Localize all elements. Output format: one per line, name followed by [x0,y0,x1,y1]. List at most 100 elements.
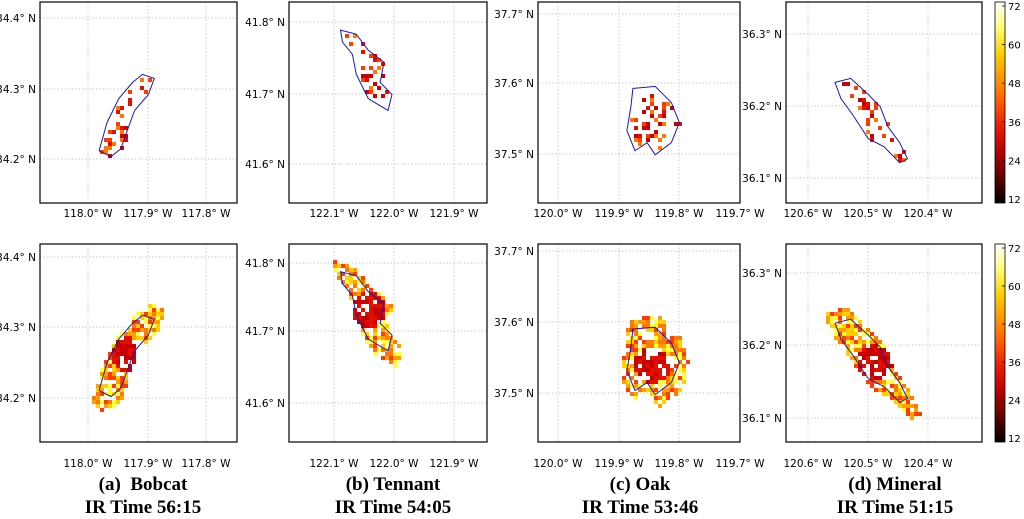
fire-pixel [650,134,654,138]
fire-pixel [826,320,830,324]
y-tick-label: 34.2° N [0,154,36,166]
fire-pixel [682,376,686,380]
fire-pixel [377,304,381,308]
fire-pixel [140,336,144,340]
fire-pixel [361,66,365,70]
fire-pixel [898,396,902,400]
fire-pixel [874,340,878,344]
fire-pixel [666,340,670,344]
fire-pixel [854,340,858,344]
fire-pixel [890,138,894,142]
fire-pixel [369,86,373,90]
y-tick-label: 36.1° N [742,413,782,425]
fire-pixel [369,90,373,94]
y-tick-label: 37.6° N [494,317,534,329]
fire-perimeter [98,314,155,398]
fire-pixel [662,122,666,126]
fire-pixel [662,348,666,352]
fire-pixel [870,336,874,340]
fire-pixel [369,340,373,344]
fire-pixel [658,340,662,344]
fire-pixel [846,332,850,336]
fire-pixel [830,316,834,320]
fire-pixel [870,380,874,384]
fire-pixel [870,368,874,372]
fire-pixel [357,304,361,308]
fire-pixel [160,312,164,316]
x-tick-label: 120.4° W [903,208,953,220]
fire-pixel [870,372,874,376]
fire-pixel [862,372,866,376]
fire-pixel [357,296,361,300]
fire-pixel [642,368,646,372]
fire-pixel [108,392,112,396]
fire-pixel [642,122,646,126]
fire-pixel [646,344,650,348]
axes-frame [785,1,983,204]
x-tick-label: 119.9° W [594,208,644,220]
fire-pixel [393,364,397,368]
fire-pixel [337,272,341,276]
fire-pixel [361,320,365,324]
fire-pixel [906,404,910,408]
fire-pixel [353,316,357,320]
fire-pixel [124,348,128,352]
fire-pixel [630,340,634,344]
fire-pixel [858,324,862,328]
fire-pixel [638,142,642,146]
fire-pixel [642,340,646,344]
fire-pixel [630,320,634,324]
axes-frame [288,1,488,204]
fire-pixel [622,360,626,364]
fire-pixel [850,340,854,344]
caption-oak-time: IR Time 53:46 [581,497,699,518]
fire-pixel [630,324,634,328]
x-tick-label: 120.5° W [843,208,893,220]
fire-pixel [381,62,385,66]
fire-pixel [136,332,140,336]
x-tick-label: 117.9° W [123,458,173,470]
fire-pixel [642,380,646,384]
fire-pixel [890,372,894,376]
plot-area [40,244,237,442]
fire-pixel [353,272,357,276]
fire-pixel [108,384,112,388]
fire-pixel [353,34,357,38]
fire-pixel [365,336,369,340]
fire-pixel [642,320,646,324]
fire-pixel [862,348,866,352]
fire-pixel [894,154,898,158]
x-tick-label: 119.8° W [654,458,704,470]
fire-pixel [646,360,650,364]
fire-pixel [389,344,393,348]
fire-pixel [654,376,658,380]
fire-pixel [642,388,646,392]
fire-pixel [682,356,686,360]
fire-pixel [670,336,674,340]
fire-pixel [377,86,381,90]
fire-pixel [365,300,369,304]
fire-pixel [878,344,882,348]
fire-pixel [365,312,369,316]
fire-pixel [878,356,882,360]
fire-pixel [650,380,654,384]
caption-mineral-time: IR Time 51:15 [836,497,954,518]
fire-pixel [96,392,100,396]
fire-pixel [132,348,136,352]
fire-pixel [373,292,377,296]
x-tick-label: 118.0° W [63,458,113,470]
fire-pixel [333,268,337,272]
fire-pixel [357,276,361,280]
fire-pixel [634,328,638,332]
fire-pixel [148,78,152,82]
fire-pixel [882,364,886,368]
axes-frame [785,243,983,443]
fire-pixel [862,98,866,102]
fire-pixel [894,372,898,376]
fire-pixel [670,376,674,380]
fire-pixel [646,340,650,344]
colorbar: 72 60 48 36 24 12 [994,1,1021,206]
fire-pixel [662,356,666,360]
fire-pixel [120,146,124,150]
fire-pixel [914,404,918,408]
